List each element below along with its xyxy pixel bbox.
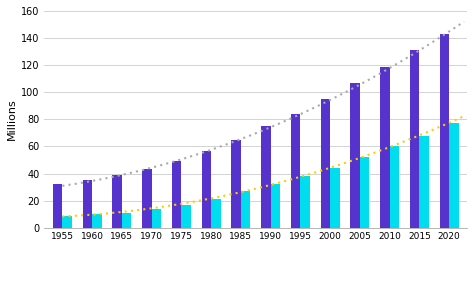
Bar bbox=[142, 169, 152, 228]
Bar bbox=[62, 215, 72, 228]
Bar bbox=[449, 124, 459, 228]
Bar bbox=[390, 147, 399, 228]
Bar bbox=[330, 168, 340, 228]
Y-axis label: Millions: Millions bbox=[7, 98, 17, 140]
Bar bbox=[241, 191, 250, 228]
Bar bbox=[172, 161, 182, 228]
Bar bbox=[291, 114, 301, 228]
Bar bbox=[201, 150, 211, 228]
Bar bbox=[92, 214, 101, 228]
Bar bbox=[380, 67, 390, 228]
Bar bbox=[261, 126, 271, 228]
Bar bbox=[112, 175, 122, 228]
Bar bbox=[360, 157, 369, 228]
Bar bbox=[231, 140, 241, 228]
Bar bbox=[419, 135, 429, 228]
Bar bbox=[410, 50, 419, 228]
Bar bbox=[152, 209, 161, 228]
Bar bbox=[350, 83, 360, 228]
Bar bbox=[320, 99, 330, 228]
Bar bbox=[440, 34, 449, 228]
Bar bbox=[182, 205, 191, 228]
Bar bbox=[301, 176, 310, 228]
Bar bbox=[271, 184, 280, 228]
Bar bbox=[53, 184, 62, 228]
Bar bbox=[122, 213, 131, 228]
Bar bbox=[211, 199, 221, 228]
Bar bbox=[82, 180, 92, 228]
